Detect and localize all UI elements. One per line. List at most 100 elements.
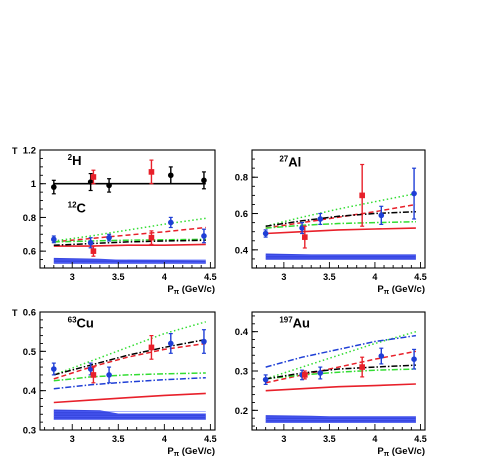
x-tick-label: 3: [70, 272, 75, 282]
y-tick-label: 0.4: [235, 327, 249, 338]
curve-dashed-1: [265, 350, 417, 384]
data-point-square: [90, 248, 97, 254]
panel-bottom-right: 3 3.5 4 4.5 Pπ (GeV/c) 0.2 0.3 0.4 197Au: [235, 311, 427, 458]
plot-frame: [251, 311, 426, 431]
y-tick-label: 0.3: [23, 426, 36, 437]
nucleus-label-mass: 2: [68, 153, 73, 162]
data-point-circle: [201, 338, 207, 345]
x-tick-label: 3.5: [323, 272, 336, 282]
x-tick-label: 3: [281, 434, 286, 444]
curve-dashdot-4: [53, 238, 206, 243]
data-point-circle: [201, 177, 207, 184]
y-tick-label: 0.6: [23, 247, 36, 258]
nucleus-label-symbol: Al: [288, 154, 301, 169]
data-point-square: [302, 372, 308, 378]
data-point-square: [148, 169, 155, 175]
x-tick-label: 3.5: [112, 434, 125, 444]
curve-dashdot-4: [265, 210, 416, 227]
x-tick-label: 3.5: [323, 434, 336, 444]
data-point-circle: [51, 236, 57, 243]
x-axis-label: Pπ (GeV/c): [167, 446, 215, 458]
x-tick-label: 4: [162, 272, 167, 282]
curve-dashdot-4: [265, 334, 417, 368]
curve-dashed-1: [53, 342, 206, 380]
plot-frame: [39, 149, 216, 269]
curve-dashdot-5: [53, 338, 206, 376]
nucleus-label-mass: 12: [68, 200, 77, 209]
data-point-circle: [262, 230, 269, 237]
nucleus-label: 2H: [68, 153, 82, 168]
uncertainty-band: [53, 257, 206, 264]
x-axis-label-main: P: [167, 446, 174, 457]
nucleus-label-mass: 63: [68, 316, 77, 325]
y-tick-label: 0.4: [23, 386, 37, 397]
uncertainty-band: [265, 253, 416, 260]
x-axis-label-main: P: [167, 284, 174, 295]
uncertainty-band: [53, 409, 206, 420]
x-axis-label: Pπ (GeV/c): [167, 284, 215, 296]
curve-dashdot-3: [265, 368, 416, 380]
y-axis-label: T: [12, 308, 18, 318]
nucleus-label-symbol: H: [72, 153, 81, 168]
x-tick-label: 4.5: [414, 272, 427, 282]
x-tick-label: 4.5: [204, 434, 217, 444]
curve-dashdot-5: [265, 364, 416, 380]
data-point-circle: [87, 239, 94, 246]
y-tick-label: 1: [31, 179, 37, 190]
data-point-circle: [317, 216, 324, 222]
x-axis-label-main: P: [377, 446, 384, 457]
curve-dashdot-4: [53, 376, 206, 390]
y-axis-label: T: [12, 146, 18, 156]
uncertainty-band: [265, 415, 416, 423]
data-point-circle: [106, 182, 112, 189]
y-tick-label: 0.6: [235, 209, 248, 220]
nucleus-label: 12C: [68, 200, 87, 215]
curve-solid-1: [53, 243, 206, 247]
nucleus-label: 63Cu: [68, 316, 94, 331]
data-point-square: [359, 364, 365, 370]
nucleus-label-symbol: Cu: [77, 316, 94, 331]
data-point-circle: [106, 372, 112, 378]
x-axis-label-unit: (GeV/c): [389, 446, 425, 457]
nucleus-label-mass: 27: [279, 154, 288, 163]
panel-bottom-left: 3 3.5 4 4.5 Pπ (GeV/c) 0.3 0.4 0.5 0.6 T 63Cu: [12, 308, 217, 459]
x-tick-label: 3.5: [112, 272, 125, 282]
data-point-square: [359, 192, 365, 199]
curve-dotted-2: [265, 330, 417, 380]
curve-dashed-1: [265, 203, 417, 229]
curve-dotted-2: [53, 321, 207, 376]
x-axis-label-sub: π: [384, 289, 390, 296]
x-axis-label-sub: π: [174, 451, 180, 458]
data-point-circle: [378, 353, 385, 359]
data-point-square: [302, 234, 308, 240]
curve-dashed-2: [53, 226, 206, 243]
data-point-circle: [262, 376, 269, 383]
x-axis-label-main: P: [377, 284, 384, 295]
curve-solid-0: [265, 383, 416, 392]
panel-top-right: 3 3.5 4 4.5 Pπ (GeV/c) 0.4 0.6 0.8 27Al: [235, 149, 427, 296]
x-axis-label: Pπ (GeV/c): [377, 446, 425, 458]
data-point-circle: [167, 340, 174, 347]
curve-dashdot-5: [53, 239, 206, 246]
y-tick-label: 0.4: [235, 245, 249, 256]
x-axis-label-unit: (GeV/c): [179, 284, 215, 295]
nucleus-label: 27Al: [279, 154, 301, 169]
x-tick-label: 4: [372, 272, 377, 282]
data-point-circle: [411, 356, 417, 363]
curve-solid-0: [265, 227, 416, 235]
data-point-square: [148, 234, 155, 241]
nucleus-label-symbol: C: [77, 200, 87, 215]
data-point-circle: [167, 219, 174, 226]
y-tick-label: 0.6: [23, 308, 36, 319]
x-tick-label: 4.5: [204, 272, 217, 282]
y-tick-label: 1.2: [23, 146, 36, 157]
data-point-circle: [317, 370, 324, 376]
x-tick-label: 4: [372, 434, 377, 444]
curve-dotted-3: [53, 217, 206, 242]
y-tick-label: 0.2: [235, 406, 248, 417]
x-axis-label-sub: π: [384, 451, 390, 458]
data-point-circle: [51, 366, 57, 372]
x-axis-label-sub: π: [174, 289, 180, 296]
data-point-square: [148, 344, 155, 351]
panel-top-left: 3 3.5 4 4.5 Pπ (GeV/c) 0.6 0.8 1 1.2 T 2H 12C: [12, 146, 217, 297]
